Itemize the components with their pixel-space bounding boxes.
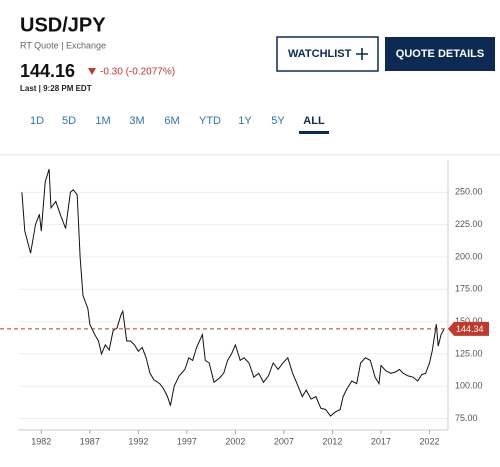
chart: 75.00 100.00 125.00 150.00 175.00 200.00 225.0… — [0, 154, 500, 446]
y-tick-label: 100.00 — [455, 381, 483, 391]
x-tick-label: 2012 — [322, 436, 342, 446]
range-tab[interactable]: 1Y — [238, 115, 252, 127]
range-tab[interactable]: 5D — [62, 115, 76, 127]
y-tick-label: 75.00 — [455, 413, 478, 423]
x-tick-label: 2007 — [274, 436, 294, 446]
x-tick-label: 2022 — [419, 436, 439, 446]
price-line — [21, 168, 445, 417]
change: -0.30 (-0.2077%) — [100, 67, 175, 78]
y-tick-label: 200.00 — [455, 251, 483, 261]
range-tab[interactable]: ALL — [303, 115, 325, 127]
x-tick-label: 2002 — [225, 436, 245, 446]
y-tick-label: 225.00 — [455, 219, 483, 229]
quote-details-button[interactable] — [385, 37, 495, 71]
range-tab[interactable]: 5Y — [271, 115, 285, 127]
source: RT Quote | Exchange — [20, 40, 106, 50]
current-price-tag — [448, 321, 489, 336]
x-tick-label: 1992 — [128, 436, 148, 446]
last-time: Last | 9:28 PM EDT — [20, 84, 92, 93]
symbol: USD/JPY — [20, 14, 106, 36]
x-tick-label: 1982 — [31, 436, 51, 446]
range-tabs: 1D 5D 1M 3M 6M YTD 1Y 5Y ALL — [30, 115, 329, 134]
range-tab[interactable]: 6M — [164, 115, 179, 127]
active-tab-underline — [299, 131, 329, 134]
price: 144.16 — [20, 61, 75, 81]
range-tab[interactable]: 3M — [129, 115, 144, 127]
down-arrow — [88, 68, 96, 75]
range-tab[interactable]: 1M — [95, 115, 110, 127]
x-tick-label: 1997 — [177, 436, 197, 446]
y-tick-label: 125.00 — [455, 348, 483, 358]
x-tick-label: 1987 — [80, 436, 100, 446]
plus-icon[interactable] — [356, 48, 368, 60]
current-price-label: 144.34 — [456, 324, 484, 334]
y-tick-label: 175.00 — [455, 284, 483, 294]
range-tab[interactable]: YTD — [199, 115, 221, 127]
quote-details-label[interactable]: QUOTE DETAILS — [396, 48, 484, 60]
range-tab[interactable]: 1D — [30, 115, 44, 127]
y-tick-label: 250.00 — [455, 187, 483, 197]
x-tick-label: 2017 — [371, 436, 391, 446]
y-tick-label: 150.00 — [455, 316, 483, 326]
watchlist-label[interactable]: WATCHLIST — [288, 48, 352, 60]
